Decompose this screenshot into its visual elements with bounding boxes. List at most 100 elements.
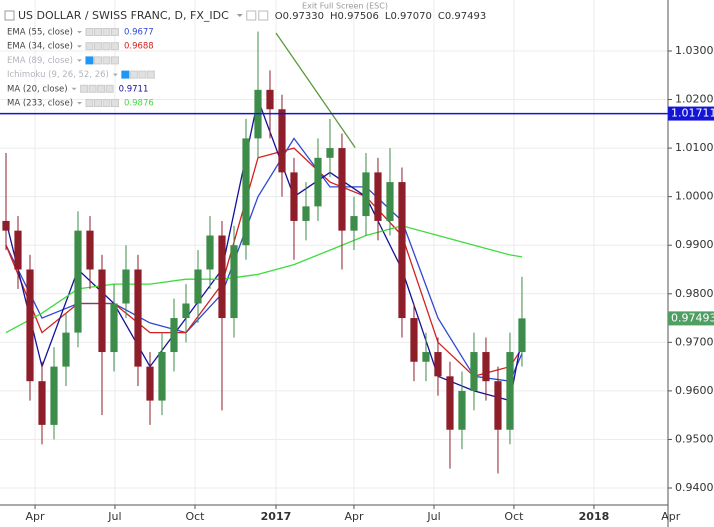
indicator-button[interactable]	[110, 56, 119, 65]
candle-body	[62, 332, 70, 367]
plot	[0, 31, 668, 474]
candle-body	[434, 352, 442, 377]
indicator-button[interactable]	[94, 99, 103, 107]
indicator-button[interactable]	[80, 84, 89, 93]
hline-price-label: 1.01711	[671, 107, 714, 120]
indicator-button[interactable]	[111, 99, 120, 107]
candle-body	[14, 230, 22, 270]
ohlc-values: O0.97330 H0.97506 L0.97070 C0.97493	[275, 11, 486, 22]
indicator-line	[5, 147, 523, 378]
legend: Exit Full Screen (ESC) US DOLLAR / SWISS…	[4, 2, 486, 109]
candle-body	[494, 381, 502, 430]
indicator-button[interactable]	[93, 56, 102, 65]
dropdown-icon	[76, 59, 82, 62]
indicator-button[interactable]	[146, 70, 155, 79]
candle-body	[290, 172, 298, 221]
indicator-value: 0.9876	[124, 99, 154, 109]
candle-body	[206, 235, 214, 270]
dropdown-icon	[112, 73, 118, 77]
x-tick-label: 2018	[579, 510, 610, 523]
indicator-button[interactable]	[93, 28, 102, 36]
indicator-value: 0.9677	[124, 28, 154, 38]
candle-body	[362, 172, 370, 217]
dropdown-icon	[76, 45, 82, 48]
indicator-button[interactable]	[121, 70, 130, 79]
price-axis-bg	[668, 0, 714, 527]
candle-body	[410, 318, 418, 362]
indicator-name: Ichimoku (9, 26, 52, 26)	[7, 70, 109, 80]
y-tick-label: 0.99000	[675, 238, 714, 251]
indicator-button[interactable]	[93, 42, 102, 51]
ohlc-value: 0.97070	[390, 11, 431, 22]
legend-button	[258, 10, 269, 21]
candle-body	[314, 157, 322, 207]
candle-body	[146, 366, 154, 401]
ohlc-value: 0.97493	[445, 11, 486, 22]
trend-line	[275, 32, 356, 148]
candle-body	[50, 366, 58, 425]
candle-body	[170, 318, 178, 353]
time-axis-bg	[0, 505, 668, 527]
candle-body	[218, 235, 226, 319]
indicator-value: 0.9688	[124, 42, 154, 52]
candle-body	[158, 352, 166, 401]
candle-body	[110, 303, 118, 353]
x-tick-label: Jul	[107, 510, 121, 523]
ohlc-label: C	[438, 11, 445, 22]
candle-body	[26, 269, 34, 382]
candle-body	[98, 269, 106, 353]
candle-body	[278, 109, 286, 173]
candle-body	[182, 303, 190, 319]
y-tick-label: 1.02000	[675, 93, 714, 106]
indicator-button[interactable]	[85, 99, 94, 107]
candle-body	[338, 148, 346, 231]
candle-body	[194, 269, 202, 304]
indicator-name: EMA (89, close)	[7, 56, 73, 66]
indicator-button[interactable]	[129, 70, 138, 79]
last-price-box	[668, 311, 714, 326]
indicator-name: EMA (34, close)	[7, 42, 73, 52]
candle-body	[398, 182, 406, 319]
x-tick-label: Apr	[661, 510, 681, 523]
indicator-button[interactable]	[102, 42, 111, 51]
indicator-button[interactable]	[110, 28, 119, 36]
indicator-button[interactable]	[102, 28, 111, 36]
candle-body	[134, 269, 142, 367]
exit-fullscreen[interactable]: Exit Full Screen (ESC)	[302, 2, 388, 11]
candle-body	[518, 318, 526, 353]
indicator-button[interactable]	[88, 84, 97, 93]
x-tick-label: 2017	[261, 510, 292, 523]
candle-body	[266, 89, 274, 110]
legend-button	[246, 10, 257, 21]
candle-body	[350, 216, 358, 231]
dropdown-icon	[76, 31, 82, 34]
indicator-button[interactable]	[85, 56, 94, 65]
candle-body	[2, 220, 10, 231]
indicator-button[interactable]	[138, 70, 147, 79]
candle-body	[386, 182, 394, 221]
y-tick-label: 1.00000	[675, 190, 714, 203]
candle-body	[86, 230, 94, 270]
indicator-button[interactable]	[102, 99, 111, 107]
symbol-icon	[4, 10, 15, 21]
candle-body	[458, 390, 466, 430]
indicator-button[interactable]	[110, 42, 119, 51]
candle-body	[482, 352, 490, 382]
ohlc-label: L	[385, 11, 391, 22]
indicator-button[interactable]	[97, 84, 106, 93]
indicator-button[interactable]	[105, 84, 114, 93]
indicator-name: EMA (55, close)	[7, 28, 73, 38]
x-tick-label: Jul	[426, 510, 440, 523]
candle-body	[230, 245, 238, 319]
y-tick-label: 1.01000	[675, 141, 714, 154]
indicator-button[interactable]	[85, 28, 94, 36]
indicator-button[interactable]	[102, 56, 111, 65]
last-price-label: 0.97493	[671, 311, 714, 324]
indicator-button[interactable]	[85, 42, 94, 51]
